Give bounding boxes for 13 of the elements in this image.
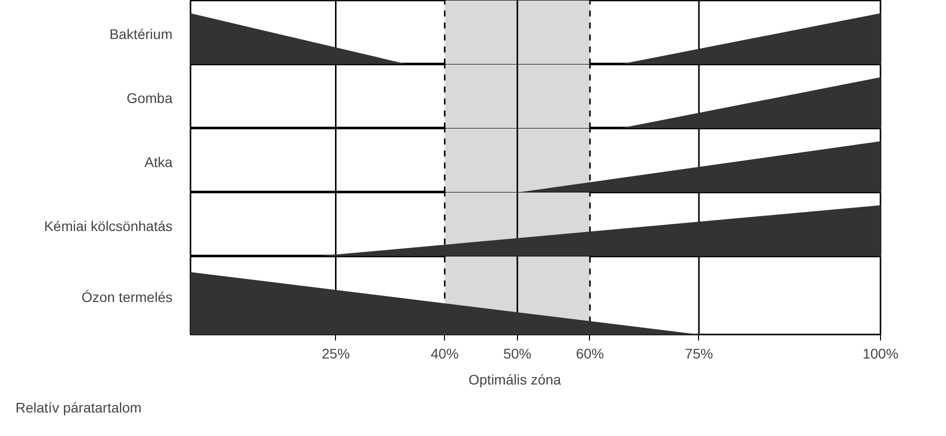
x-axis-title: Relatív páratartalom	[16, 400, 142, 416]
y-axis-title: Baktérium	[109, 26, 173, 42]
y-axis-title: Atka	[144, 154, 173, 170]
x-tick-label: 60%	[576, 346, 604, 362]
y-axis-title: Ózon termelés	[81, 289, 173, 306]
x-tick-label: 100%	[862, 346, 898, 362]
x-tick-label: 50%	[503, 346, 532, 362]
y-axis-title: Gomba	[126, 90, 173, 106]
x-tick-label: 75%	[684, 346, 713, 362]
y-axis-title: Kémiai kölcsönhatás	[44, 218, 173, 234]
band-label: Optimális zóna	[468, 372, 562, 388]
x-tick-label: 25%	[322, 346, 350, 362]
x-tick-label: 40%	[430, 346, 459, 362]
